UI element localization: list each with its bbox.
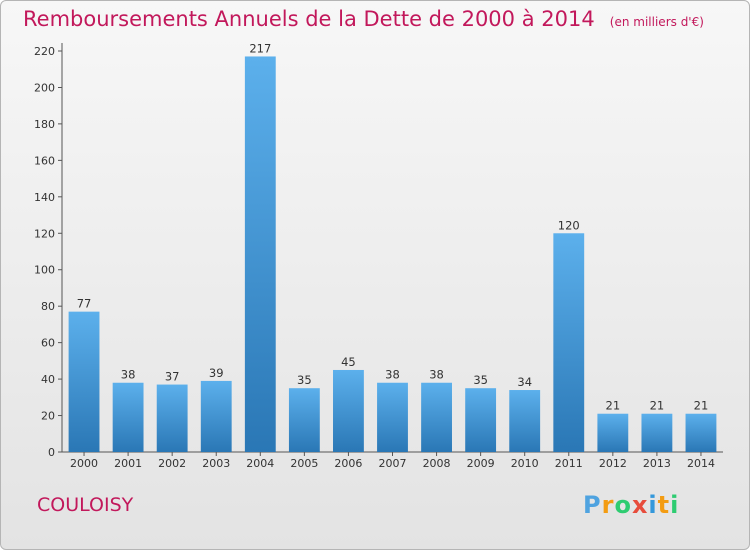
x-tick-label: 2010 — [511, 457, 539, 470]
data-label: 77 — [77, 297, 92, 311]
data-label: 120 — [558, 218, 580, 232]
bar — [244, 56, 276, 453]
bar — [333, 369, 364, 452]
logo-letter: t — [657, 491, 671, 519]
y-tick-label: 60 — [41, 337, 55, 350]
y-tick-label: 120 — [34, 227, 55, 240]
logo-letter: P — [583, 491, 602, 519]
x-tick-label: 2014 — [687, 457, 715, 470]
bar — [421, 382, 452, 452]
logo-letter: r — [601, 491, 615, 519]
data-label: 217 — [249, 41, 271, 55]
y-tick-label: 100 — [34, 264, 55, 277]
data-label: 35 — [473, 373, 488, 387]
data-label: 39 — [209, 366, 224, 380]
x-tick-label: 2012 — [599, 457, 627, 470]
data-label: 35 — [297, 373, 312, 387]
logo-letter: x — [631, 491, 649, 519]
data-label: 37 — [165, 370, 180, 384]
chart-title: Remboursements Annuels de la Dette de 20… — [23, 7, 595, 31]
data-label: 21 — [694, 399, 709, 413]
bar — [553, 233, 585, 452]
x-tick-label: 2011 — [555, 457, 583, 470]
x-tick-label: 2005 — [290, 457, 318, 470]
bar — [509, 390, 541, 452]
logo-letter: i — [648, 491, 658, 519]
proxiti-logo: Proxiti — [583, 491, 679, 519]
x-tick-label: 2002 — [158, 457, 186, 470]
bar — [156, 384, 188, 452]
x-tick-label: 2009 — [467, 457, 495, 470]
bar — [68, 311, 100, 452]
data-label: 21 — [606, 399, 621, 413]
y-tick-label: 200 — [34, 81, 55, 94]
data-label: 38 — [385, 368, 400, 382]
chart-subtitle: (en milliers d'€) — [609, 15, 704, 29]
data-label: 45 — [341, 355, 356, 369]
y-tick-label: 20 — [41, 410, 55, 423]
bar — [685, 413, 717, 452]
commune-name: COULOISY — [37, 494, 134, 516]
x-tick-label: 2007 — [379, 457, 407, 470]
x-tick-label: 2013 — [643, 457, 671, 470]
bar — [597, 413, 629, 452]
logo-letter: o — [614, 491, 632, 519]
bar — [112, 382, 144, 452]
y-tick-label: 0 — [48, 446, 55, 459]
labels-group: 77 38 37 39 217 35 45 38 38 35 34 120 21 21 21 — [77, 41, 709, 412]
data-label: 21 — [650, 399, 665, 413]
logo-letter: i — [670, 491, 680, 519]
bar — [465, 388, 497, 452]
y-tick-label: 220 — [34, 45, 55, 58]
x-tick-label: 2008 — [423, 457, 451, 470]
bar — [377, 382, 408, 452]
y-tick-label: 140 — [34, 191, 55, 204]
bar — [288, 388, 320, 452]
bars-group — [68, 56, 717, 453]
x-tick-label: 2003 — [202, 457, 230, 470]
bar — [200, 380, 232, 452]
data-label: 38 — [429, 368, 444, 382]
x-tick-label: 2006 — [334, 457, 362, 470]
data-label: 34 — [517, 375, 532, 389]
y-tick-label: 180 — [34, 118, 55, 131]
y-tick-label: 40 — [41, 373, 55, 386]
y-tick-label: 160 — [34, 154, 55, 167]
x-tick-label: 2004 — [246, 457, 274, 470]
title-line: Remboursements Annuels de la Dette de 20… — [23, 7, 704, 31]
bar — [641, 413, 673, 452]
axes: 0 20 40 60 80 100 120 140 160 180 200 220 2000 2001 20… — [34, 43, 723, 470]
data-label: 38 — [121, 368, 136, 382]
x-tick-label: 2001 — [114, 457, 142, 470]
x-tick-label: 2000 — [70, 457, 98, 470]
y-tick-label: 80 — [41, 300, 55, 313]
